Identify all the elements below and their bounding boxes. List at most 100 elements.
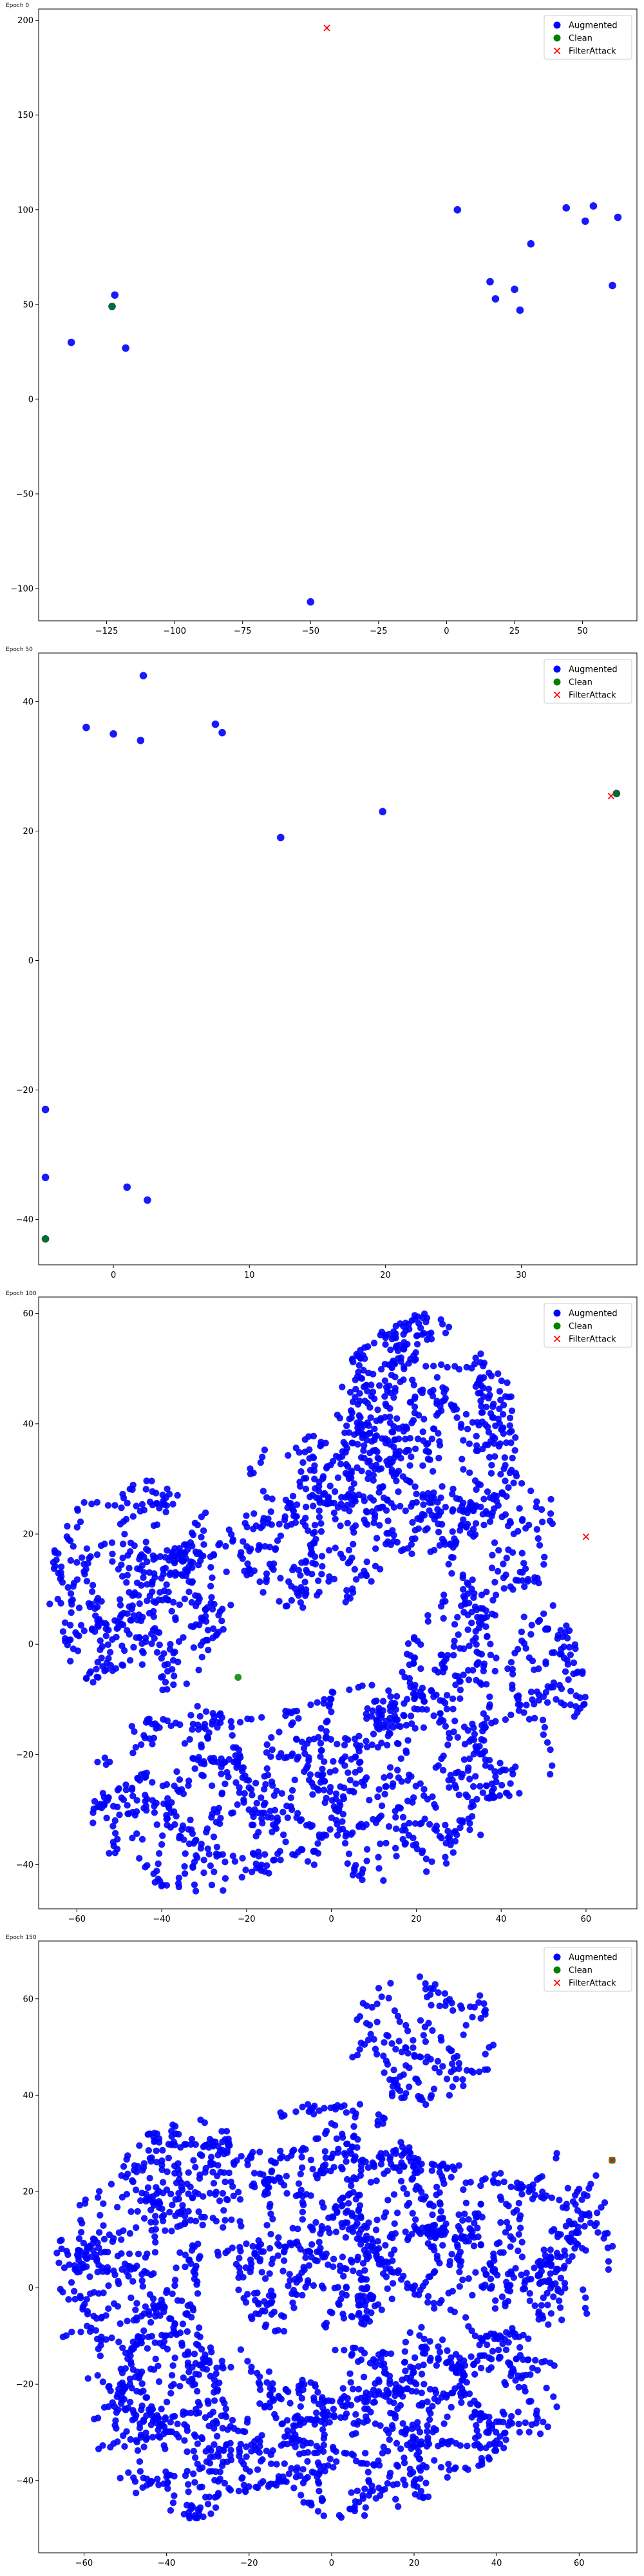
augmented-point [144, 1597, 151, 1604]
augmented-point [412, 2186, 419, 2193]
augmented-point [167, 2383, 175, 2390]
augmented-point [477, 1783, 484, 1790]
augmented-point [416, 1973, 424, 1980]
augmented-point [477, 1503, 484, 1511]
augmented-point [171, 2321, 178, 2328]
augmented-point [488, 1461, 495, 1469]
augmented-point [363, 1508, 370, 1515]
augmented-point [90, 1679, 97, 1686]
augmented-point [418, 2160, 425, 2168]
augmented-point [372, 2358, 380, 2365]
augmented-point [473, 1606, 480, 1614]
augmented-point [242, 1772, 249, 1779]
augmented-point [348, 1485, 355, 1493]
augmented-point [392, 1385, 399, 1392]
augmented-point [507, 1780, 514, 1787]
augmented-point [495, 1547, 502, 1554]
augmented-point [219, 2396, 226, 2403]
y-tick-label: −50 [16, 489, 33, 499]
augmented-point [270, 2159, 278, 2166]
augmented-point [208, 2349, 215, 2356]
augmented-point [327, 1826, 334, 1833]
augmented-point [551, 2362, 558, 2369]
augmented-point [78, 1554, 86, 1561]
augmented-point [143, 2394, 151, 2401]
augmented-point [140, 2310, 148, 2317]
augmented-point [350, 2420, 357, 2427]
augmented-point [396, 2390, 403, 2398]
augmented-point [411, 2169, 419, 2177]
augmented-point [418, 2324, 425, 2331]
augmented-point [248, 1821, 256, 1828]
augmented-point [491, 2439, 498, 2447]
augmented-point [163, 1581, 170, 1588]
augmented-point [133, 2300, 140, 2307]
augmented-point [198, 1533, 205, 1541]
augmented-point [287, 2400, 294, 2407]
augmented-point [437, 1407, 445, 1414]
augmented-point [471, 1477, 479, 1484]
augmented-point [378, 1739, 385, 1747]
augmented-point [263, 2222, 270, 2229]
augmented-point [153, 1500, 160, 1507]
augmented-point [162, 2227, 169, 2234]
augmented-point [280, 2257, 288, 2264]
augmented-point [238, 1873, 245, 1881]
augmented-point [258, 1714, 265, 1721]
clean-point [234, 1674, 242, 1681]
augmented-point [118, 1504, 125, 1511]
augmented-point [200, 1541, 207, 1548]
augmented-point [126, 1548, 134, 1555]
augmented-point [164, 1667, 171, 1675]
augmented-point [457, 2002, 464, 2009]
augmented-point [113, 2204, 121, 2211]
augmented-point [119, 1554, 126, 1562]
augmented-point [283, 2155, 291, 2162]
augmented-point [402, 2062, 410, 2069]
clean-point [42, 1235, 50, 1243]
augmented-point [436, 2349, 444, 2356]
augmented-point [410, 1654, 417, 1662]
augmented-point [327, 1768, 334, 1776]
augmented-point [181, 2421, 188, 2428]
augmented-point [384, 2447, 392, 2455]
augmented-point [265, 2368, 273, 2375]
augmented-point [260, 2171, 267, 2178]
augmented-point [357, 2040, 365, 2047]
augmented-point [529, 2186, 536, 2193]
augmented-point [546, 1517, 554, 1524]
y-tick-label: 20 [23, 2187, 33, 2197]
x-tick-label: 60 [581, 1915, 592, 1924]
augmented-point [243, 1512, 250, 1519]
augmented-point [299, 2466, 307, 2473]
augmented-point [194, 1721, 202, 1728]
augmented-point [321, 1499, 328, 1507]
augmented-point [478, 1620, 485, 1627]
augmented-point [275, 2392, 282, 2400]
augmented-point [381, 1790, 388, 1798]
augmented-point [242, 1866, 249, 1873]
augmented-point [323, 2127, 330, 2135]
augmented-point [371, 1425, 378, 1432]
augmented-point [545, 2277, 553, 2285]
augmented-point [541, 2358, 549, 2365]
augmented-point [400, 2476, 407, 2483]
augmented-point [334, 2149, 341, 2156]
augmented-point [150, 1734, 158, 1742]
augmented-point [419, 1491, 426, 1498]
augmented-point [301, 1522, 309, 1530]
augmented-point [505, 2339, 512, 2346]
augmented-point [61, 2264, 68, 2271]
augmented-point [402, 1435, 409, 1443]
augmented-point [397, 1502, 404, 1510]
augmented-point [279, 1831, 287, 1839]
augmented-point [424, 1612, 431, 1619]
augmented-point [403, 1696, 411, 1703]
augmented-point [210, 1833, 218, 1841]
augmented-point [493, 1778, 500, 1786]
augmented-point [419, 1462, 426, 1470]
augmented-point [337, 2197, 344, 2204]
augmented-point [168, 1799, 175, 1806]
augmented-point [352, 2175, 360, 2183]
x-tick-label: 0 [329, 2559, 334, 2568]
